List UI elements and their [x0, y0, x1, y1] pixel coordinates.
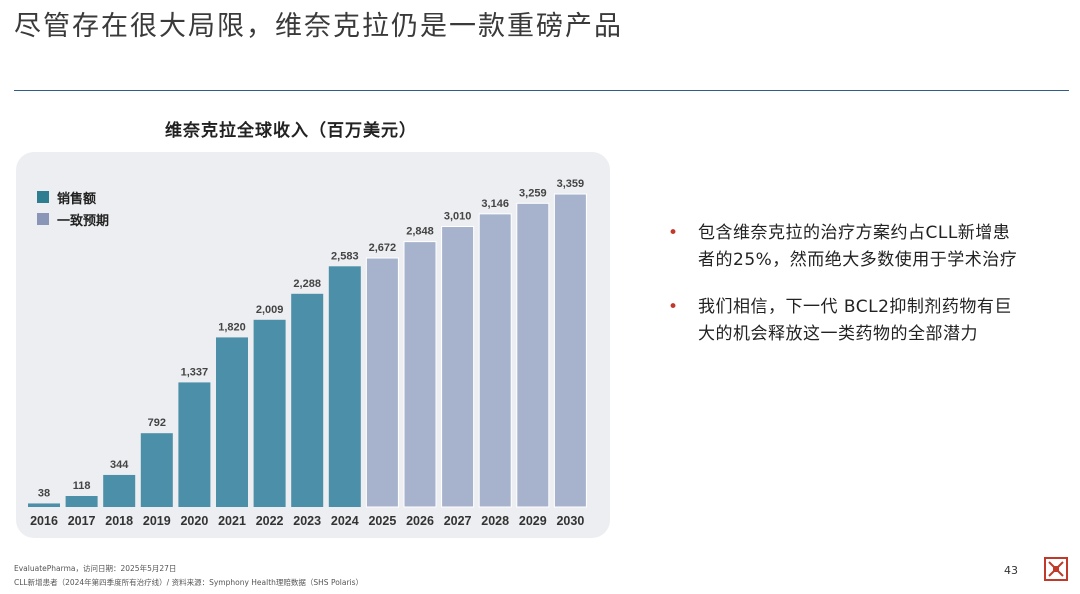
- page-number: 43: [1004, 564, 1018, 577]
- x-tick-label: 2018: [105, 514, 133, 528]
- company-logo: [1044, 557, 1068, 581]
- data-label: 2,583: [331, 250, 359, 262]
- bullet-text: 包含维奈克拉的治疗方案约占CLL新增患者的25%，然而绝大多数使用于学术治疗: [698, 223, 1018, 270]
- x-tick-label: 2024: [331, 514, 359, 528]
- bar-consensus: [403, 241, 437, 508]
- bar-sales: [178, 382, 211, 507]
- slide-title: 尽管存在很大局限，维奈克拉仍是一款重磅产品: [14, 11, 623, 42]
- data-label: 3,259: [519, 187, 547, 199]
- legend-item-sales: 销售额: [37, 186, 109, 208]
- chart-legend: 销售额 一致预期: [37, 186, 109, 230]
- chart-title: 维奈克拉全球收入（百万美元）: [165, 121, 417, 141]
- bar-sales: [28, 503, 60, 507]
- bar-consensus: [516, 202, 550, 508]
- bar-sales: [328, 266, 361, 507]
- data-label: 3,146: [481, 198, 509, 210]
- x-tick-label: 2030: [556, 514, 584, 528]
- data-label: 344: [110, 459, 129, 471]
- bullet-item: • 包含维奈克拉的治疗方案约占CLL新增患者的25%，然而绝大多数使用于学术治疗: [668, 220, 1023, 274]
- data-label: 2,009: [256, 304, 284, 316]
- bar-sales: [103, 474, 136, 507]
- data-label: 3,010: [444, 211, 472, 223]
- x-tick-label: 2022: [256, 514, 284, 528]
- x-tick-label: 2017: [68, 514, 96, 528]
- x-tick-label: 2021: [218, 514, 246, 528]
- data-label: 792: [148, 417, 166, 429]
- bullet-list: • 包含维奈克拉的治疗方案约占CLL新增患者的25%，然而绝大多数使用于学术治疗…: [668, 220, 1023, 368]
- legend-label-sales: 销售额: [57, 191, 97, 207]
- data-label: 38: [38, 487, 50, 499]
- x-tick-label: 2023: [293, 514, 321, 528]
- bullet-text: 我们相信，下一代 BCL2抑制剂药物有巨大的机会释放这一类药物的全部潜力: [698, 297, 1012, 344]
- legend-swatch-consensus: [37, 213, 49, 225]
- x-tick-label: 2016: [30, 514, 58, 528]
- x-tick-label: 2019: [143, 514, 171, 528]
- bullet-dot: •: [668, 223, 679, 243]
- x-tick-label: 2029: [519, 514, 547, 528]
- bar-sales: [216, 337, 248, 507]
- data-label: 1,337: [181, 366, 209, 378]
- data-label: 2,288: [293, 278, 321, 290]
- bar-sales: [65, 496, 98, 507]
- bullet-dot: •: [668, 297, 679, 317]
- bar-consensus: [553, 193, 587, 508]
- x-tick-label: 2020: [180, 514, 208, 528]
- data-label: 118: [73, 480, 91, 492]
- data-label: 1,820: [218, 321, 246, 333]
- bar-consensus: [365, 257, 399, 508]
- x-tick-label: 2028: [481, 514, 509, 528]
- data-label: 2,672: [369, 242, 397, 254]
- x-tick-label: 2026: [406, 514, 434, 528]
- title-divider: [14, 90, 1069, 91]
- data-label: 3,359: [557, 178, 585, 190]
- bar-sales: [291, 293, 324, 507]
- x-tick-label: 2027: [444, 514, 472, 528]
- legend-label-consensus: 一致预期: [57, 213, 110, 229]
- bullet-item: • 我们相信，下一代 BCL2抑制剂药物有巨大的机会释放这一类药物的全部潜力: [668, 294, 1023, 348]
- data-label: 2,848: [406, 226, 434, 238]
- bar-sales: [253, 319, 286, 507]
- bar-sales: [140, 433, 173, 507]
- legend-swatch-sales: [37, 191, 49, 203]
- bar-consensus: [441, 226, 475, 508]
- x-tick-label: 2025: [368, 514, 396, 528]
- footnote-source: EvaluatePharma，访问日期：2025年5月27日: [14, 564, 177, 573]
- bar-consensus: [478, 213, 512, 508]
- legend-item-consensus: 一致预期: [37, 208, 109, 230]
- footnote-note: CLL新增患者（2024年第四季度所有治疗线）/ 资料来源：Symphony H…: [14, 578, 364, 587]
